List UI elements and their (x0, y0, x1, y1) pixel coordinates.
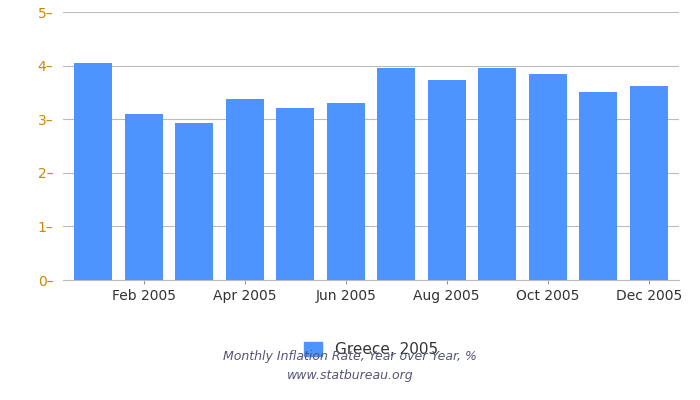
Bar (428, 80, 466, 280)
Bar (226, 99, 264, 280)
Bar (74, 63, 112, 280)
Bar (528, 74, 567, 280)
Bar (125, 114, 162, 280)
Bar (175, 123, 214, 280)
Legend: Greece, 2005: Greece, 2005 (298, 336, 444, 363)
Bar (276, 108, 314, 280)
Bar (377, 68, 415, 280)
Bar (327, 102, 365, 280)
Text: Monthly Inflation Rate, Year over Year, %
www.statbureau.org: Monthly Inflation Rate, Year over Year, … (223, 350, 477, 382)
Bar (580, 92, 617, 280)
Bar (478, 68, 516, 280)
Bar (630, 86, 668, 280)
